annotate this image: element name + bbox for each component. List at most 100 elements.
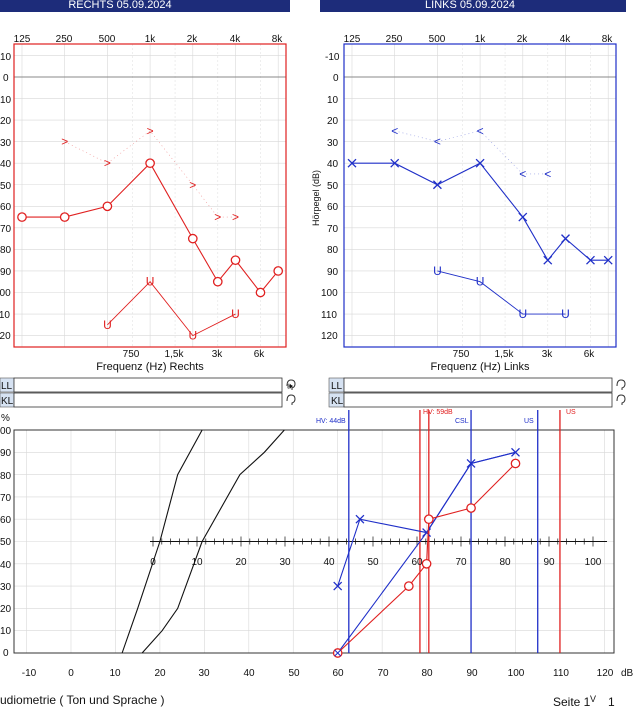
right-freq-labels: 125 250 500 1k 2k 4k 8k: [14, 34, 284, 45]
right-freq-1k: 1k: [145, 34, 157, 45]
x-stroke: [586, 255, 595, 265]
x-stroke: [543, 255, 553, 265]
air-conduction-point: [561, 234, 570, 244]
speech-x-tick: 100: [508, 668, 525, 679]
right-freq-2k: 2k: [187, 34, 199, 45]
speech-inner-tick: 90: [543, 557, 555, 568]
right-y-tick: 20: [0, 116, 12, 127]
footer-page-total: 1: [608, 695, 615, 709]
left-freq-500: 500: [429, 34, 446, 45]
speech-point-right: [510, 458, 521, 469]
left-mid-1-5k: 1,5k: [495, 349, 515, 360]
left-freq-4k: 4k: [560, 34, 572, 45]
air-conduction-point: [255, 287, 266, 298]
bone-conduction-point: <: [544, 167, 551, 181]
left-y-tick: 0: [333, 73, 339, 84]
speech-y-tick: 70: [0, 493, 12, 504]
speech-y-tick: 80: [0, 471, 12, 482]
speech-inner-tick: 20: [235, 557, 247, 568]
speech-series-line: [337, 451, 516, 654]
left-y-tick: 100: [321, 288, 338, 299]
right-y-tick: 80: [0, 245, 12, 256]
right-ll-kl-rows: LL 🕪 KL: [0, 377, 293, 408]
speech-series-line: [121, 429, 203, 654]
ucl-point: U: [433, 264, 442, 278]
left-freq-250: 250: [386, 34, 403, 45]
bone-conduction-point: <: [519, 167, 526, 181]
speech-series-line: [337, 463, 516, 654]
ucl-line: [107, 281, 236, 337]
speech-point-right: [423, 514, 434, 525]
right-mid-1-5k: 1,5k: [165, 349, 185, 360]
left-kl-field[interactable]: [343, 392, 613, 408]
speech-percent-label: %: [1, 413, 10, 424]
speech-x-tick: 90: [466, 668, 478, 679]
right-kl-label: KL: [1, 396, 14, 407]
right-y-tick: 120: [0, 331, 11, 342]
right-audiogram-frame: [13, 43, 287, 348]
speech-y-tick: 40: [0, 560, 12, 571]
left-audiogram-frame: [343, 43, 617, 348]
bone-conduction-point: >: [61, 135, 68, 149]
ear-icons: [286, 379, 626, 405]
right-header-bar: [0, 0, 290, 12]
air-conduction-point: [390, 158, 400, 168]
right-audiogram-marks: > > > > > > U U U U: [17, 124, 284, 343]
speech-point-left-origin: [334, 649, 342, 657]
speech-grid: [14, 429, 614, 654]
bone-conduction-line: [394, 130, 548, 175]
speech-x-ticks: -10 0 10 20 30 40 50 60 70 80 90 100 110…: [22, 668, 614, 679]
left-kl-label: KL: [331, 396, 344, 407]
left-y-tick: 20: [327, 116, 339, 127]
left-header-title: LINKS 05.09.2024: [425, 0, 515, 11]
air-conduction-point: [212, 276, 223, 287]
speech-x-tick: 120: [597, 668, 614, 679]
speech-y-ticks: 00 90 80 70 60 50 40 30 20 10 0: [0, 426, 12, 659]
left-y-tick: -10: [325, 52, 340, 63]
right-ll-ear-icon: 🕪: [287, 381, 293, 391]
left-audiogram-grid: [344, 44, 616, 347]
left-y-tick: 90: [327, 267, 339, 278]
speech-y-tick: 20: [0, 604, 12, 615]
speech-y-tick: 0: [3, 648, 9, 659]
speech-inner-tick: 60: [411, 557, 423, 568]
speech-y-tick: 00: [0, 426, 12, 437]
x-stroke: [561, 234, 570, 244]
left-y-tick: 10: [327, 95, 339, 106]
right-freq-8k: 8k: [272, 34, 284, 45]
right-ll-field[interactable]: [13, 377, 283, 393]
speech-y-tick: 90: [0, 448, 12, 459]
speech-series-line: [141, 429, 285, 654]
x-stroke: [347, 158, 357, 168]
right-y-tick: 110: [0, 310, 10, 321]
speech-db-label: dB: [621, 668, 634, 679]
speech-point-right: [466, 503, 476, 513]
x-stroke: [333, 581, 343, 591]
left-y-tick: 50: [327, 181, 339, 192]
right-ll-label: LL: [1, 381, 13, 392]
speech-inner-tick: 30: [279, 557, 291, 568]
footer-page: Seite 1: [553, 695, 591, 709]
left-ll-field[interactable]: [343, 377, 613, 393]
air-conduction-point: [603, 255, 613, 265]
left-y-tick: 80: [327, 245, 339, 256]
x-stroke: [518, 212, 528, 222]
ucl-point: U: [146, 275, 155, 289]
speech-y-tick: 50: [0, 537, 12, 548]
left-header-bar: [320, 0, 626, 12]
speech-inner-tick: 10: [191, 557, 203, 568]
ear-icon: [616, 394, 626, 405]
left-y-tick: 60: [327, 202, 339, 213]
ucl-point: U: [561, 307, 570, 321]
footer-page-mark: V: [590, 694, 596, 704]
air-conduction-point: [543, 255, 553, 265]
speech-x-tick: 110: [553, 668, 569, 679]
left-y-tick: 40: [327, 159, 339, 170]
bone-conduction-point: >: [232, 210, 239, 224]
left-ll-kl-rows: LL KL: [328, 377, 613, 408]
ucl-point: U: [231, 307, 240, 321]
left-mid-6k: 6k: [584, 349, 596, 360]
footer-title: udiometrie ( Ton und Sprache ): [0, 693, 165, 707]
left-y-tick: 120: [321, 331, 338, 342]
right-kl-field[interactable]: [13, 392, 283, 408]
